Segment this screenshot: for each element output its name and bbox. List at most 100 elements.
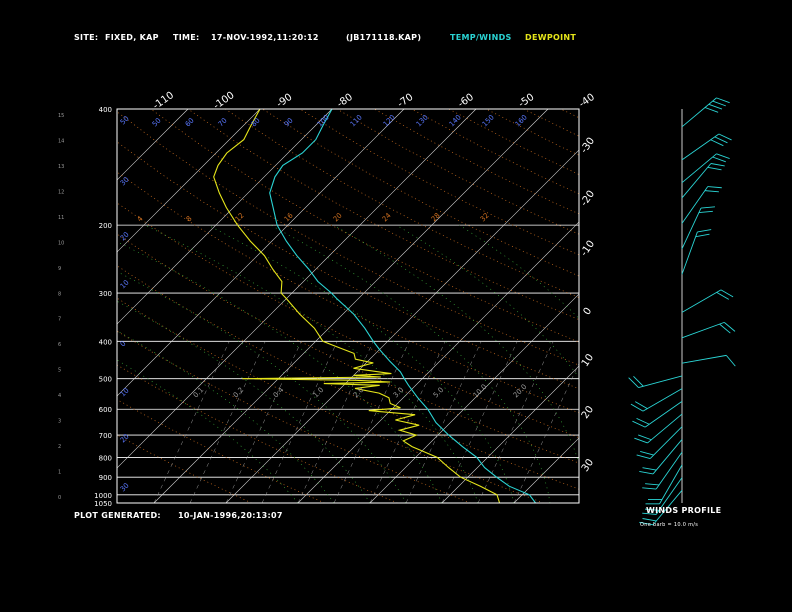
wind-barb-feather <box>707 166 722 171</box>
wind-barb-feather <box>707 186 722 189</box>
wind-barb-feather <box>642 487 657 490</box>
dry-adiabat <box>117 399 325 503</box>
isotherm-right-label: -20 <box>579 189 597 209</box>
wind-barb-feather <box>718 133 732 141</box>
pressure-tick-label: 300 <box>99 290 112 298</box>
wind-barb-shaft <box>681 289 722 313</box>
temp-winds-legend: TEMP/WINDS <box>450 33 512 42</box>
theta-label: 90 <box>283 116 295 128</box>
wind-barb-shaft <box>681 186 709 224</box>
wind-barb-feather <box>636 454 651 459</box>
dry-adiabat <box>262 109 579 277</box>
wind-barb-feather <box>642 518 657 522</box>
wind-barb-feather <box>716 291 729 300</box>
wind-barb-feather <box>630 403 644 412</box>
mixing-ratio-line <box>513 362 579 503</box>
height-tick-label: 3 <box>58 419 61 425</box>
orange-label: 20 <box>332 211 344 223</box>
dry-adiabat <box>523 109 579 137</box>
dry-adiabat <box>448 109 579 175</box>
wind-barb-feather <box>642 467 657 471</box>
wind-barb-shaft <box>655 451 683 490</box>
orange-label: 4 <box>136 214 145 223</box>
theta-label: 60 <box>184 116 196 128</box>
wind-barb-feather <box>719 323 731 334</box>
wind-barb-feather <box>640 450 654 456</box>
height-tick-label: 4 <box>58 393 61 399</box>
wind-barb-feather <box>639 471 654 475</box>
wind-barb-feather <box>720 289 734 298</box>
wind-barb-feather <box>698 210 713 214</box>
mixing-ratio-label: 0.2 <box>232 386 246 400</box>
isotherm-line <box>117 109 189 181</box>
dewpoint-series-line <box>213 109 501 503</box>
theta-label: 160 <box>514 113 529 128</box>
dry-adiabat <box>411 109 579 195</box>
wind-barb-shaft <box>638 375 683 388</box>
wind-barb-feather <box>716 153 730 160</box>
pressure-tick-label: 1050 <box>94 500 112 508</box>
dry-adiabat <box>117 330 471 503</box>
wind-barb-feather <box>723 322 736 332</box>
isotherm-line <box>117 109 261 253</box>
wind-barb-feather <box>628 377 639 388</box>
plot-frame <box>116 108 580 504</box>
isotherm-right-label: 0 <box>582 306 595 318</box>
theta-label: 120 <box>382 113 397 128</box>
moist-adiabat <box>145 224 479 503</box>
theta-label: 80 <box>250 116 262 128</box>
axis-labels: 4002003004005006007008009001000105015141… <box>58 90 597 508</box>
height-tick-label: 5 <box>58 368 61 374</box>
pressure-tick-label: 200 <box>99 222 112 230</box>
wind-barb-feather <box>710 163 725 167</box>
orange-label: 28 <box>430 211 442 223</box>
potential-temp-label: 30 <box>119 481 131 493</box>
wind-barb-feather <box>700 206 716 209</box>
wind-barb-feather <box>704 107 719 113</box>
isotherm-line <box>297 221 579 503</box>
wind-barb-shaft <box>681 207 702 249</box>
orange-label: 24 <box>381 211 393 223</box>
mixing-ratio-line <box>333 341 410 503</box>
wind-barb-shaft <box>647 413 683 444</box>
potential-temp-label: 30 <box>119 175 131 187</box>
mixing-ratio-line <box>189 341 266 503</box>
wind-barb-feather <box>712 156 726 163</box>
wind-barb-shaft <box>652 439 683 475</box>
sounding-series <box>213 109 537 503</box>
isotherm-line <box>153 109 549 503</box>
pressure-tick-label: 900 <box>99 474 112 482</box>
dry-adiabat <box>117 171 579 414</box>
isotherm-top-label: -60 <box>456 92 476 110</box>
wind-barb-feather <box>710 139 724 147</box>
height-tick-label: 13 <box>58 164 64 170</box>
wind-barb-shaft <box>681 153 717 184</box>
wind-barb-feather <box>725 355 736 367</box>
potential-temp-label: 50 <box>119 114 131 126</box>
isotherm-right-label: 30 <box>580 457 596 474</box>
background-lines <box>117 109 792 503</box>
isotherm-top-label: -80 <box>335 92 355 110</box>
height-tick-label: 10 <box>58 240 64 246</box>
wind-barb-shaft <box>681 354 727 364</box>
dry-adiabat <box>560 109 579 119</box>
winds-profile-panel <box>628 97 736 526</box>
file-id: (JB171118.KAP) <box>346 33 422 42</box>
height-tick-label: 9 <box>58 266 61 272</box>
pressure-tick-label: 800 <box>99 454 112 462</box>
wind-barb-shaft <box>652 490 683 526</box>
wind-barb-feather <box>714 136 728 144</box>
pressure-tick-label: 1000 <box>94 492 112 500</box>
theta-label: 110 <box>349 113 364 128</box>
dry-adiabat <box>150 109 579 343</box>
isotherm-line <box>586 109 792 503</box>
isotherm-line <box>225 149 579 503</box>
orange-label: 12 <box>234 211 246 223</box>
wind-barb-shaft <box>659 464 683 505</box>
mixing-ratio-line <box>297 341 374 503</box>
wind-barb-feather <box>642 512 657 515</box>
winds-profile-title: WINDS PROFILE <box>646 506 722 515</box>
time-label: TIME: <box>173 33 200 42</box>
dry-adiabat <box>336 109 579 235</box>
orange-label: 16 <box>283 211 295 223</box>
